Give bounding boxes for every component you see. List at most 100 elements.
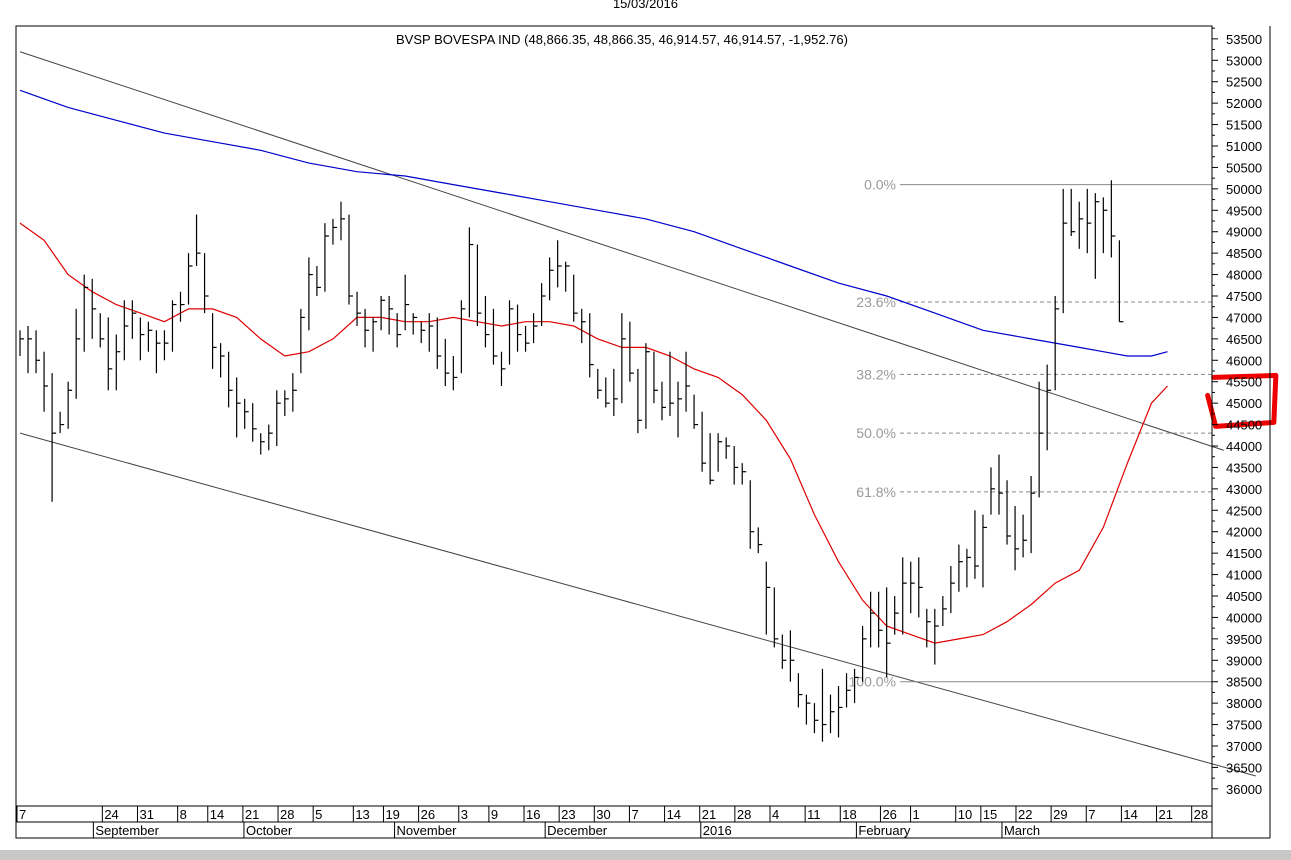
ohlc-bar <box>203 253 209 314</box>
x-day-label: 14 <box>667 807 681 822</box>
y-tick-label: 41000 <box>1226 568 1262 583</box>
ohlc-bar <box>749 480 755 549</box>
y-tick-label: 50000 <box>1226 182 1262 197</box>
x-day-label: 21 <box>245 807 259 822</box>
ohlc-bar <box>1078 201 1084 249</box>
bottom-scrollbar[interactable] <box>0 850 1291 860</box>
ohlc-bar <box>861 626 867 682</box>
y-tick-label: 36500 <box>1226 760 1262 775</box>
x-month-label: 2016 <box>703 823 732 838</box>
ohlc-bar <box>187 253 193 305</box>
y-tick-label: 48500 <box>1226 246 1262 261</box>
y-tick-label: 42000 <box>1226 525 1262 540</box>
ohlc-bar <box>1110 180 1116 258</box>
ohlc-bar <box>43 351 49 412</box>
x-day-label: 28 <box>737 807 751 822</box>
y-tick-label: 41500 <box>1226 546 1262 561</box>
ohlc-bar <box>1030 476 1036 554</box>
y-tick-label: 43000 <box>1226 482 1262 497</box>
y-tick-label: 50500 <box>1226 160 1262 175</box>
ohlc-bar <box>484 296 490 348</box>
ohlc-bar <box>1070 188 1076 236</box>
ohlc-bar <box>332 218 337 245</box>
ohlc-bar <box>541 283 546 326</box>
x-day-label: 8 <box>180 807 187 822</box>
ohlc-bar <box>805 694 811 725</box>
ohlc-bar <box>1006 480 1012 545</box>
y-tick-label: 44000 <box>1226 439 1262 454</box>
ohlc-bar <box>139 317 145 361</box>
ohlc-bar <box>1046 364 1052 451</box>
x-day-label: 24 <box>104 807 118 822</box>
ohlc-bar <box>837 686 843 738</box>
x-day-label: 1 <box>913 807 920 822</box>
ohlc-bar <box>773 587 779 648</box>
ohlc-bar <box>958 544 963 592</box>
ohlc-bar <box>115 334 121 391</box>
ohlc-bar <box>597 368 602 399</box>
moving-average-long <box>19 89 1168 357</box>
ohlc-bar <box>821 668 827 742</box>
x-day-label: 10 <box>958 807 972 822</box>
ohlc-bar <box>629 321 634 382</box>
x-day-label: 18 <box>842 807 856 822</box>
ohlc-bar <box>83 274 89 352</box>
ohlc-bar <box>845 673 851 708</box>
x-day-label: 30 <box>596 807 610 822</box>
moving-average-short <box>19 222 1168 644</box>
x-day-label: 4 <box>772 807 779 822</box>
ohlc-bar <box>35 330 41 374</box>
ohlc-bar <box>171 300 177 352</box>
x-day-label: 21 <box>1159 807 1173 822</box>
ohlc-bar <box>1118 240 1124 323</box>
y-tick-label: 46000 <box>1226 353 1262 368</box>
ohlc-bar <box>1038 381 1044 498</box>
ohlc-bar <box>388 296 394 335</box>
ohlc-bar <box>444 338 450 386</box>
y-tick-label: 44500 <box>1226 418 1262 433</box>
x-day-label: 22 <box>1018 807 1032 822</box>
x-day-label: 14 <box>210 807 224 822</box>
ohlc-bar <box>244 398 249 429</box>
ohlc-bar <box>67 381 73 429</box>
ohlc-bar <box>781 634 787 669</box>
ohlc-bar <box>653 351 658 404</box>
ohlc-bar <box>693 394 699 429</box>
ohlc-bar <box>500 351 506 386</box>
ohlc-bar <box>661 381 666 421</box>
ohlc-bar <box>878 591 883 648</box>
ohlc-bar <box>372 317 378 352</box>
fib-level-label: 61.8% <box>856 484 896 500</box>
ohlc-bar <box>91 278 97 339</box>
chart-date: 15/03/2016 <box>612 0 679 11</box>
ohlc-bar <box>380 296 386 331</box>
y-tick-label: 40000 <box>1226 610 1262 625</box>
ohlc-bar <box>428 313 434 352</box>
y-tick-label: 38500 <box>1226 675 1262 690</box>
fib-level-label: 0.0% <box>864 177 896 193</box>
ohlc-bar <box>581 308 586 344</box>
ohlc-bar <box>813 703 819 734</box>
y-tick-label: 40500 <box>1226 589 1262 604</box>
x-month-label: February <box>858 823 911 838</box>
plot-area: 0.0% 23.6% 38.2% 50.0% 61.8% 100.0% <box>19 51 1279 777</box>
ohlc-bar <box>886 587 891 678</box>
x-month-label: December <box>547 823 608 838</box>
ohlc-bar <box>163 330 169 361</box>
ohlc-bar <box>725 437 731 459</box>
x-day-label: 28 <box>1194 807 1208 822</box>
ohlc-bar <box>934 608 939 665</box>
axes: 3600036500370003750038000385003900039500… <box>15 25 1271 839</box>
y-tick-label: 39000 <box>1226 653 1262 668</box>
x-day-label: 26 <box>882 807 896 822</box>
ohlc-bar <box>107 317 113 391</box>
ohlc-bar <box>701 411 707 472</box>
ohlc-bar <box>19 330 24 356</box>
y-tick-label: 48000 <box>1226 268 1262 283</box>
ohlc-bar <box>195 214 201 266</box>
ohlc-bar <box>613 368 618 416</box>
ohlc-bar <box>1062 188 1068 314</box>
y-tick-label: 39500 <box>1226 632 1262 647</box>
ohlc-bar <box>492 308 498 365</box>
